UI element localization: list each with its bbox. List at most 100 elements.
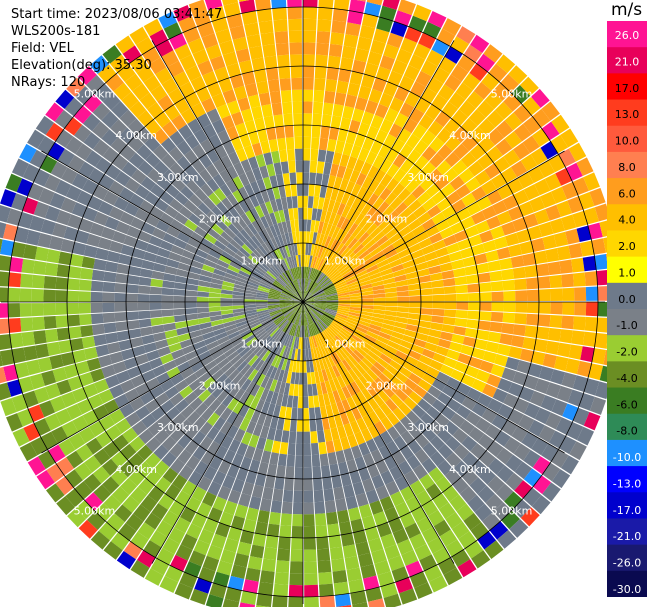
velocity-gate [326, 304, 339, 308]
velocity-gate [312, 466, 322, 479]
ring-label: 5.00km [74, 505, 116, 518]
velocity-gate [240, 329, 252, 338]
velocity-gate [0, 255, 12, 272]
velocity-gate [388, 232, 402, 244]
velocity-gate [551, 449, 569, 469]
velocity-gate [326, 302, 339, 304]
velocity-gate [164, 386, 179, 400]
velocity-gate [373, 28, 390, 44]
velocity-gate [133, 504, 151, 522]
velocity-gate [80, 325, 94, 338]
velocity-gate [523, 213, 539, 229]
velocity-gate [312, 113, 322, 126]
velocity-gate [344, 251, 356, 263]
ring-label: 5.00km [74, 87, 116, 100]
velocity-gate [177, 434, 192, 449]
velocity-gate [324, 311, 336, 318]
velocity-gate [377, 201, 390, 214]
velocity-gate [129, 436, 146, 453]
velocity-gate [303, 360, 307, 373]
velocity-gate [496, 54, 516, 74]
velocity-gate [300, 302, 303, 314]
velocity-gate [321, 369, 329, 382]
velocity-gate [361, 308, 374, 313]
velocity-gate [181, 249, 196, 260]
velocity-gate [56, 327, 70, 341]
velocity-gate [479, 302, 492, 312]
velocity-gate [158, 11, 178, 29]
velocity-gate [276, 173, 285, 187]
velocity-gate [224, 210, 236, 224]
velocity-gate [413, 205, 427, 219]
velocity-gate [201, 97, 216, 113]
velocity-gate [202, 491, 217, 507]
velocity-gate [292, 395, 299, 409]
velocity-gate [340, 246, 351, 258]
velocity-gate [432, 547, 451, 565]
velocity-gate [426, 77, 444, 94]
velocity-gate [331, 321, 343, 330]
velocity-gate [338, 361, 348, 374]
velocity-gate [167, 60, 185, 78]
velocity-gate [144, 191, 160, 206]
velocity-gate [333, 0, 350, 11]
velocity-gate [326, 237, 335, 250]
velocity-gate [276, 548, 291, 562]
velocity-gate [92, 466, 111, 484]
velocity-gate [256, 289, 269, 295]
velocity-gate [236, 273, 250, 281]
velocity-gate [366, 223, 378, 235]
velocity-gate [21, 331, 35, 347]
velocity-gate [260, 189, 270, 203]
velocity-gate [283, 287, 294, 296]
velocity-gate [340, 373, 351, 386]
velocity-gate [173, 238, 188, 250]
velocity-gate [162, 510, 180, 527]
velocity-gate [341, 232, 352, 245]
velocity-gate [0, 303, 9, 318]
velocity-gate [222, 51, 238, 67]
velocity-gate [561, 182, 578, 200]
velocity-gate [295, 267, 300, 279]
velocity-gate [309, 311, 318, 322]
velocity-gate [367, 350, 380, 362]
velocity-gate [405, 324, 419, 333]
velocity-gate [189, 193, 203, 208]
velocity-gate [462, 72, 481, 91]
velocity-gate [132, 345, 146, 357]
velocity-gate [456, 302, 469, 310]
velocity-gate [304, 549, 317, 562]
velocity-gate [72, 415, 89, 432]
velocity-gate [303, 302, 313, 310]
velocity-gate [296, 278, 301, 291]
velocity-gate [8, 303, 21, 318]
velocity-gate [263, 256, 274, 267]
velocity-gate [360, 314, 373, 321]
velocity-gate [306, 279, 311, 291]
velocity-gate [249, 396, 260, 410]
velocity-gate [331, 558, 346, 572]
velocity-gate [129, 193, 145, 208]
colorbar-label: -10.0 [613, 451, 641, 464]
velocity-gate [366, 125, 380, 141]
velocity-gate [446, 242, 460, 254]
velocity-gate [497, 378, 513, 393]
velocity-gate [174, 517, 191, 534]
velocity-gate [249, 459, 261, 473]
velocity-gate [347, 314, 360, 320]
velocity-gate [475, 369, 491, 383]
velocity-gate [275, 126, 286, 139]
velocity-gate [373, 434, 386, 449]
velocity-gate [198, 389, 212, 403]
velocity-gate [372, 196, 385, 210]
velocity-gate [406, 410, 420, 425]
velocity-gate [426, 258, 440, 268]
velocity-gate [288, 30, 302, 43]
velocity-gate [196, 502, 212, 518]
velocity-gate [220, 407, 233, 421]
velocity-gate [173, 295, 186, 302]
velocity-gate [379, 187, 392, 201]
velocity-gate [314, 303, 327, 306]
velocity-gate [325, 404, 334, 418]
colorbar-swatch [607, 99, 647, 127]
